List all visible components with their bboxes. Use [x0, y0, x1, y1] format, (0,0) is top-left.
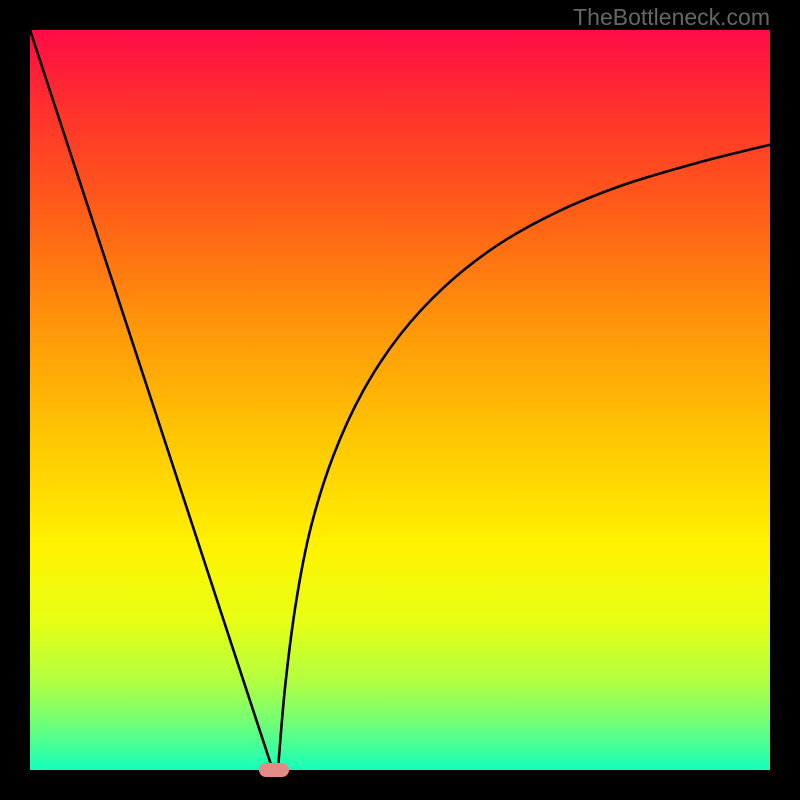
- plot-area: [30, 30, 770, 770]
- bottleneck-curve: [30, 30, 770, 770]
- optimum-marker: [259, 763, 289, 777]
- chart-frame: TheBottleneck.com: [0, 0, 800, 800]
- watermark-text: TheBottleneck.com: [573, 4, 770, 31]
